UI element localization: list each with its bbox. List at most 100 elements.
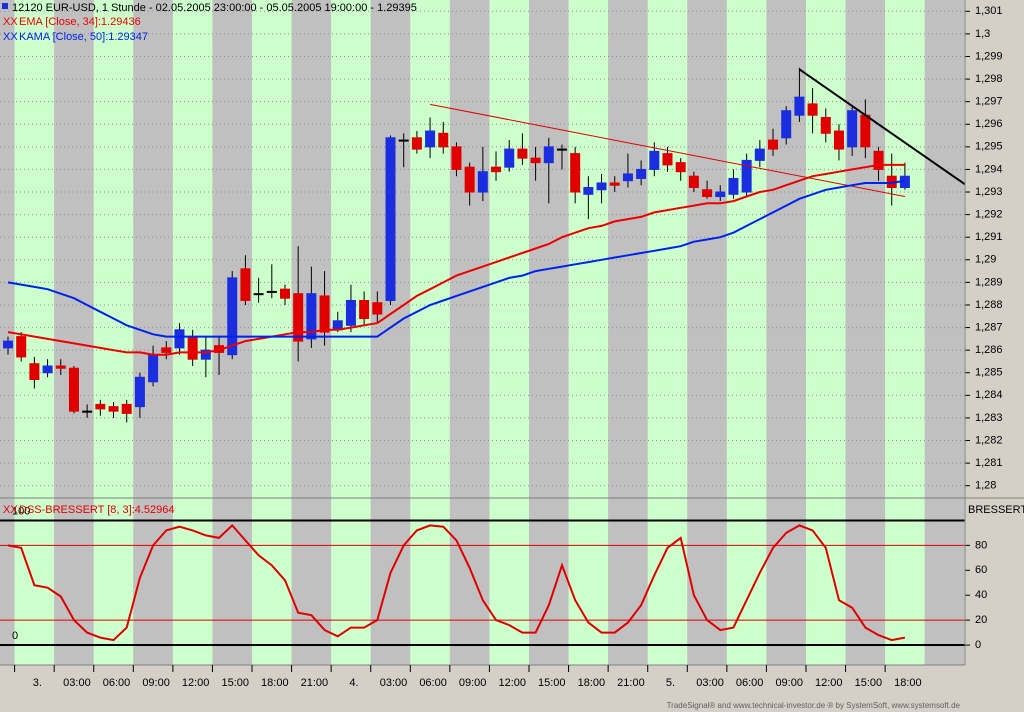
candle-body (636, 168, 647, 179)
candle-body (279, 288, 290, 299)
x-tick-label: 18:00 (894, 677, 922, 689)
session-stripe (726, 0, 767, 665)
y-tick-label: 1,297 (975, 96, 1003, 108)
x-tick-label: 09:00 (459, 677, 487, 689)
y-tick-label: 1,293 (975, 186, 1003, 198)
candle-body (68, 367, 79, 412)
candle-body (530, 157, 541, 164)
candle-body (622, 173, 633, 182)
candle-body (55, 365, 66, 369)
x-tick-label: 03:00 (696, 677, 724, 689)
x-tick-label: 06:00 (736, 677, 764, 689)
legend-entry: KAMA [Close, 50]:1.29347 (19, 31, 148, 43)
x-tick-label: 4. (349, 677, 358, 689)
candle-body (504, 148, 515, 168)
candle-body (227, 277, 238, 356)
x-tick-label: 15:00 (538, 677, 566, 689)
candle-body (95, 403, 106, 410)
y-tick-label: 1,292 (975, 209, 1003, 221)
candle-body (741, 159, 752, 193)
candle-body (609, 182, 620, 186)
x-tick-label: 03:00 (380, 677, 408, 689)
candle-body (293, 293, 304, 342)
x-tick-label: 15:00 (221, 677, 249, 689)
candle-body (715, 191, 726, 198)
candle-body (200, 349, 211, 360)
y-tick-label: 1,298 (975, 73, 1003, 85)
candle-body (847, 110, 858, 148)
candle-body (570, 153, 581, 193)
y-tick-label: 60 (975, 564, 987, 576)
x-tick-label: 09:00 (775, 677, 803, 689)
y-tick-label: 1,296 (975, 118, 1003, 130)
session-stripe (568, 0, 609, 665)
candle-body (16, 336, 27, 358)
candle-body (781, 110, 792, 139)
x-tick-label: 18:00 (261, 677, 289, 689)
x-tick-label: 03:00 (63, 677, 91, 689)
session-stripe (924, 0, 965, 665)
y-tick-label: 1,29 (975, 254, 996, 266)
y-tick-label: 1,295 (975, 141, 1003, 153)
y-tick-label: 1,28 (975, 480, 996, 492)
candle-body (662, 153, 673, 166)
candle-body (451, 146, 462, 170)
legend-entry: EMA [Close, 34]:1.29436 (19, 16, 141, 28)
candle-body (543, 146, 554, 164)
y-tick-label: 20 (975, 614, 987, 626)
x-tick-label: 5. (666, 677, 675, 689)
left-tick-label: 0 (12, 630, 18, 642)
session-stripe (529, 0, 569, 665)
candle-body (464, 166, 475, 193)
x-tick-label: 12:00 (815, 677, 843, 689)
candle-body (306, 293, 317, 340)
y-tick-label: 40 (975, 589, 987, 601)
x-tick-label: 21:00 (301, 677, 329, 689)
candle-body (873, 150, 884, 170)
candle-body (372, 302, 383, 315)
candle-body (768, 139, 779, 150)
candle-body (491, 166, 502, 173)
plot: 1,28 1,281 1,282 1,283 1,284 1,285 1,286 1,287 1… (0, 5, 1003, 651)
candle-body (728, 177, 739, 195)
candle-body (134, 376, 145, 408)
candle-body (754, 148, 765, 161)
candle-body (240, 268, 251, 301)
x-tick-label: 06:00 (103, 677, 131, 689)
legend-marker: XX (3, 31, 18, 43)
title-icon (2, 3, 8, 9)
candle-body (385, 137, 396, 301)
y-tick-label: 1,287 (975, 321, 1003, 333)
candle-body (833, 130, 844, 150)
candle-body (649, 150, 660, 170)
candle-body (820, 116, 831, 134)
x-tick-label: 18:00 (578, 677, 606, 689)
candle-body (596, 182, 607, 191)
x-tick-label: 15:00 (855, 677, 883, 689)
candle-body (319, 295, 330, 333)
candle-body (807, 103, 818, 116)
candle-body (411, 137, 422, 150)
legend-marker: XX (3, 504, 18, 516)
candle-body (108, 406, 119, 412)
series-line (7, 523, 906, 642)
x-tick-label: 12:00 (182, 677, 210, 689)
candle-body (187, 336, 198, 360)
legend-marker: XX (3, 16, 18, 28)
y-tick-label: 0 (975, 639, 981, 651)
candle-body (688, 175, 699, 189)
session-stripe (93, 0, 134, 665)
session-stripe (0, 0, 15, 665)
candle-body (29, 363, 40, 381)
x-tick-label: 09:00 (142, 677, 170, 689)
session-stripe (331, 0, 371, 665)
session-stripe (489, 0, 530, 665)
x-tick-label: 21:00 (617, 677, 645, 689)
candle-body (860, 114, 871, 148)
trendline (429, 103, 906, 198)
candle-body (359, 299, 370, 320)
candle-body (3, 340, 13, 349)
candle-body (702, 189, 713, 198)
y-tick-label: 1,289 (975, 276, 1003, 288)
y-tick-label: 1,288 (975, 299, 1003, 311)
